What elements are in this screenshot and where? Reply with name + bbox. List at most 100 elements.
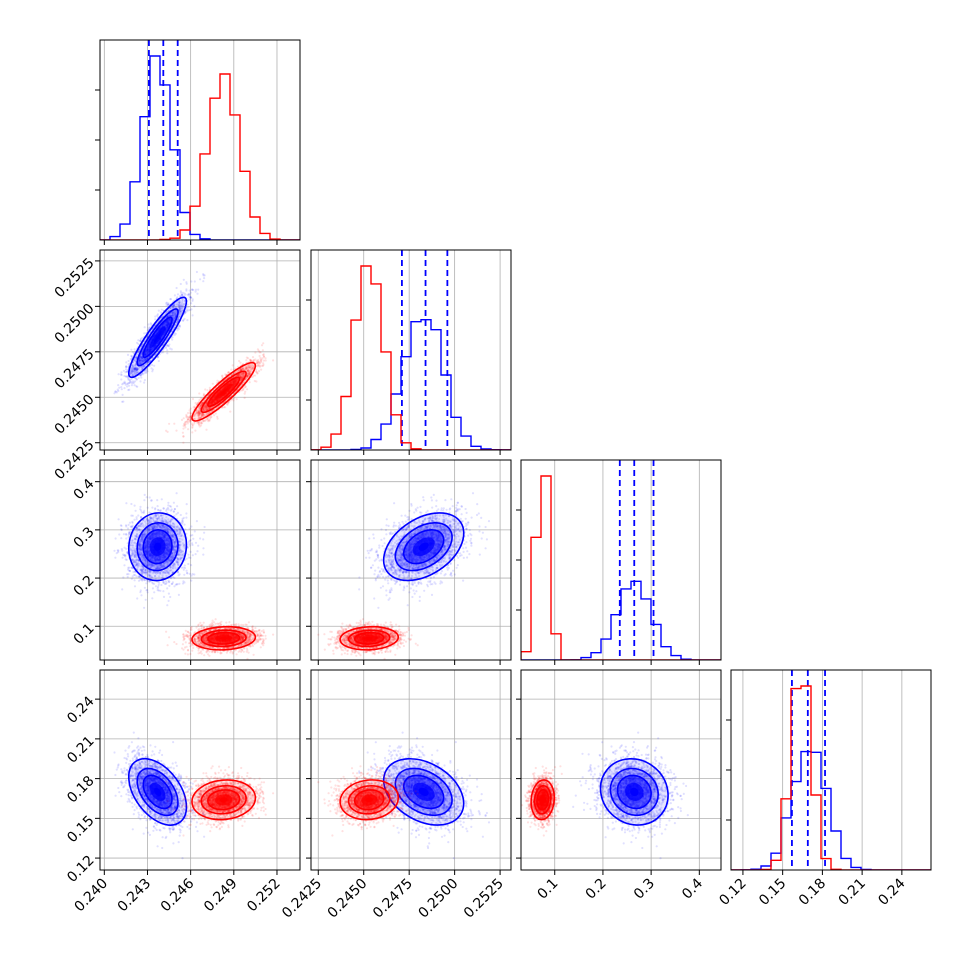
scatter-point bbox=[173, 314, 176, 317]
scatter-point bbox=[131, 382, 134, 385]
scatter-point bbox=[134, 369, 137, 372]
scatter-point bbox=[167, 318, 171, 322]
scatter-point bbox=[254, 374, 257, 377]
scatter-point bbox=[245, 356, 248, 359]
scatter-point bbox=[154, 315, 157, 318]
scatter-point bbox=[141, 359, 144, 362]
scatter-point bbox=[120, 371, 123, 374]
scatter-point bbox=[149, 347, 152, 350]
scatter-point bbox=[137, 361, 140, 364]
scatter-point bbox=[179, 282, 182, 286]
scatter-point bbox=[122, 369, 125, 372]
scatter-point bbox=[230, 368, 233, 371]
scatter-point bbox=[139, 355, 142, 358]
scatter-point bbox=[131, 374, 134, 377]
scatter-point bbox=[167, 302, 170, 305]
y-tick-label: 0.2425 bbox=[52, 437, 98, 483]
scatter-point bbox=[165, 346, 168, 350]
scatter-point bbox=[131, 367, 134, 370]
scatter-point bbox=[120, 388, 123, 391]
scatter-point bbox=[257, 370, 261, 373]
scatter-point bbox=[148, 349, 151, 352]
scatter-point bbox=[128, 381, 131, 385]
scatter-point bbox=[233, 397, 236, 400]
scatter-point bbox=[259, 351, 262, 354]
scatter-point bbox=[172, 314, 175, 317]
scatter-point bbox=[182, 319, 185, 322]
scatter-point bbox=[135, 378, 138, 381]
scatter-point bbox=[137, 342, 140, 345]
scatter-point bbox=[194, 288, 198, 291]
scatter-point bbox=[120, 378, 123, 381]
scatter-point bbox=[132, 368, 135, 371]
scatter-point bbox=[198, 392, 201, 395]
scatter-point bbox=[152, 347, 155, 350]
scatter-point bbox=[166, 324, 169, 327]
scatter-point bbox=[148, 349, 152, 353]
scatter-point bbox=[125, 375, 128, 378]
scatter-point bbox=[131, 369, 134, 372]
scatter-point bbox=[163, 322, 166, 325]
scatter-point bbox=[152, 347, 155, 350]
scatter-point bbox=[132, 367, 135, 371]
scatter-point bbox=[170, 348, 173, 351]
scatter-point bbox=[191, 288, 194, 291]
scatter-point bbox=[174, 306, 178, 309]
scatter-point bbox=[137, 361, 140, 364]
scatter-point bbox=[148, 348, 151, 351]
scatter-point bbox=[167, 303, 170, 306]
scatter-point bbox=[184, 426, 187, 429]
scatter-point bbox=[148, 351, 151, 354]
scatter-point bbox=[148, 348, 151, 351]
scatter-point bbox=[197, 288, 200, 291]
scatter-point bbox=[178, 324, 181, 327]
scatter-point bbox=[166, 324, 169, 327]
scatter-point bbox=[130, 354, 133, 357]
scatter-point bbox=[127, 378, 130, 381]
scatter-point bbox=[168, 313, 172, 316]
scatter-point bbox=[187, 428, 190, 431]
scatter-point bbox=[229, 410, 232, 413]
scatter-point bbox=[133, 370, 136, 373]
scatter-point bbox=[202, 273, 205, 276]
scatter-point bbox=[166, 344, 169, 347]
scatter-point bbox=[138, 339, 141, 343]
scatter-point bbox=[143, 365, 146, 369]
scatter-point bbox=[147, 361, 150, 364]
scatter-point bbox=[179, 290, 182, 293]
scatter-point bbox=[196, 550, 199, 553]
scatter-point bbox=[173, 312, 177, 316]
scatter-point bbox=[254, 351, 257, 354]
scatter-point bbox=[186, 293, 189, 297]
scatter-point bbox=[134, 366, 138, 369]
scatter-point bbox=[138, 359, 142, 362]
scatter-point bbox=[134, 376, 137, 380]
scatter-point bbox=[208, 386, 211, 389]
y-tick-label: 0.2475 bbox=[52, 346, 98, 392]
scatter-point bbox=[180, 301, 183, 304]
scatter-point bbox=[146, 350, 149, 353]
scatter-point bbox=[178, 313, 181, 316]
scatter-point bbox=[139, 362, 142, 365]
scatter-point bbox=[258, 354, 261, 358]
scatter-point bbox=[122, 382, 125, 385]
scatter-point bbox=[256, 365, 259, 368]
scatter-point bbox=[140, 361, 143, 364]
scatter-point bbox=[146, 349, 149, 352]
scatter-point bbox=[127, 388, 130, 392]
scatter-point bbox=[191, 431, 194, 434]
scatter-point bbox=[126, 353, 130, 356]
scatter-point bbox=[153, 364, 156, 367]
scatter-point bbox=[167, 323, 171, 326]
scatter-point bbox=[171, 338, 174, 341]
scatter-point bbox=[180, 305, 184, 308]
scatter-point bbox=[135, 371, 138, 374]
scatter-point bbox=[137, 376, 140, 379]
scatter-point bbox=[166, 349, 169, 352]
scatter-point bbox=[179, 310, 182, 314]
scatter-point bbox=[188, 289, 191, 292]
scatter-point bbox=[192, 288, 195, 292]
scatter-point bbox=[245, 359, 248, 362]
scatter-point bbox=[165, 328, 168, 331]
scatter-point bbox=[148, 350, 151, 353]
